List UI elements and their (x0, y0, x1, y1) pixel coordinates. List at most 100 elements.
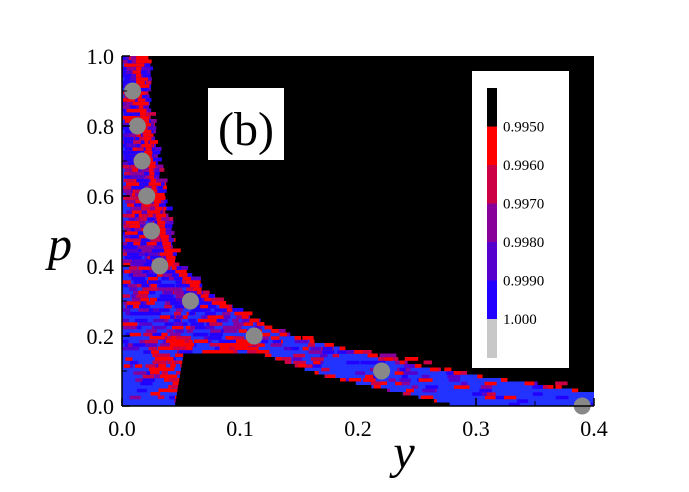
heatmap-cell (137, 245, 145, 249)
heatmap-cell (360, 360, 372, 365)
heatmap-cell (136, 59, 142, 64)
heatmap-cell (238, 322, 249, 326)
heatmap-cell (129, 133, 136, 137)
heatmap-cell (159, 252, 170, 256)
heatmap-cell (167, 259, 172, 263)
heatmap-cell (233, 336, 245, 340)
heatmap-cell (414, 364, 422, 368)
heatmap-cell (134, 241, 148, 246)
heatmap-cell (150, 283, 157, 288)
heatmap-cell (346, 360, 360, 365)
heatmap-cell (425, 385, 439, 389)
colorbar-label: 0.9980 (503, 235, 544, 251)
heatmap-cell (126, 154, 136, 158)
heatmap-cell (158, 364, 167, 368)
heatmap-cell (508, 402, 520, 406)
heatmap-cell (139, 217, 148, 221)
heatmap-cell (181, 364, 295, 368)
heatmap-cell (218, 339, 231, 344)
y-tick-label: 0.4 (87, 254, 115, 279)
heatmap-cell (162, 241, 171, 246)
heatmap-cell (125, 357, 133, 361)
colorbar-label: 0.9970 (503, 197, 544, 213)
heatmap-cell (122, 98, 135, 102)
heatmap-cell (389, 357, 399, 361)
heatmap-cell (164, 378, 171, 382)
heatmap-cell (175, 308, 183, 312)
heatmap-cell (141, 262, 151, 267)
heatmap-cell (127, 343, 138, 347)
heatmap-cell (130, 206, 141, 211)
heatmap-cell (235, 325, 242, 330)
heatmap-cell (186, 287, 198, 291)
heatmap-cell (143, 332, 155, 337)
heatmap-cell (406, 388, 415, 393)
heatmap-cell (422, 388, 436, 393)
heatmap-cell (241, 315, 249, 319)
heatmap-cell (141, 122, 151, 127)
heatmap-cell (139, 339, 149, 344)
heatmap-cell (484, 381, 497, 386)
heatmap-cell (193, 287, 200, 291)
heatmap-cell (205, 304, 217, 309)
heatmap-cell (205, 325, 215, 330)
heatmap-cell (211, 301, 221, 305)
heatmap-cell (192, 308, 206, 312)
colorbar-segment (487, 280, 497, 320)
heatmap-cell (124, 231, 138, 235)
heatmap-cell (176, 269, 187, 274)
heatmap-cell (228, 339, 239, 344)
heatmap-cell (175, 399, 435, 403)
heatmap-cell (337, 350, 349, 354)
heatmap-cell (131, 276, 146, 281)
heatmap-cell (126, 322, 138, 326)
heatmap-cell (143, 210, 156, 214)
heatmap-cell (144, 185, 158, 190)
heatmap-cell (126, 108, 134, 113)
heatmap-cell (555, 385, 562, 389)
heatmap-cell (125, 101, 133, 106)
heatmap-cell (133, 241, 141, 246)
heatmap-cell (307, 343, 316, 347)
heatmap-cell (136, 56, 141, 60)
heatmap-cell (128, 266, 138, 270)
heatmap-cell (236, 315, 243, 319)
heatmap-cell (157, 287, 166, 291)
axes: 0.0 0.2 0.4 0.6 0.8 1.0 0.0 0.1 0.2 0.3 0.4 (87, 44, 608, 441)
heatmap-cell (148, 147, 162, 151)
heatmap-cell (135, 147, 143, 151)
heatmap-cell (194, 332, 209, 337)
heatmap-cell (136, 63, 145, 67)
heatmap-cell (142, 269, 149, 274)
heatmap-cell (145, 329, 157, 333)
heatmap-cell (548, 385, 554, 389)
heatmap-cell (175, 297, 183, 302)
heatmap-cell (122, 164, 130, 169)
heatmap-cell (130, 171, 144, 176)
heatmap-cell (472, 392, 483, 396)
heatmap-cell (149, 157, 162, 162)
heatmap-cell (124, 168, 133, 172)
heatmap-cell (207, 315, 219, 319)
heatmap-cell (264, 353, 272, 358)
heatmap-cell (204, 294, 214, 298)
heatmap-cell (138, 105, 144, 109)
heatmap-cell (460, 381, 468, 386)
heatmap-cell (130, 108, 138, 113)
heatmap-cell (173, 360, 180, 364)
heatmap-cell (122, 308, 229, 312)
heatmap-cell (153, 318, 165, 323)
heatmap-cell (126, 80, 135, 85)
heatmap-cell (122, 294, 131, 298)
heatmap-cell (477, 374, 483, 379)
heatmap-cell (173, 262, 180, 267)
heatmap-cell (302, 346, 309, 351)
heatmap-cell (123, 283, 132, 288)
heatmap-cell (151, 255, 162, 260)
heatmap-cell (132, 143, 145, 148)
heatmap-cell (198, 318, 207, 323)
heatmap-cell (144, 140, 149, 144)
heatmap-cell (149, 203, 157, 207)
heatmap-cell (155, 192, 165, 197)
heatmap-cell (228, 346, 239, 350)
